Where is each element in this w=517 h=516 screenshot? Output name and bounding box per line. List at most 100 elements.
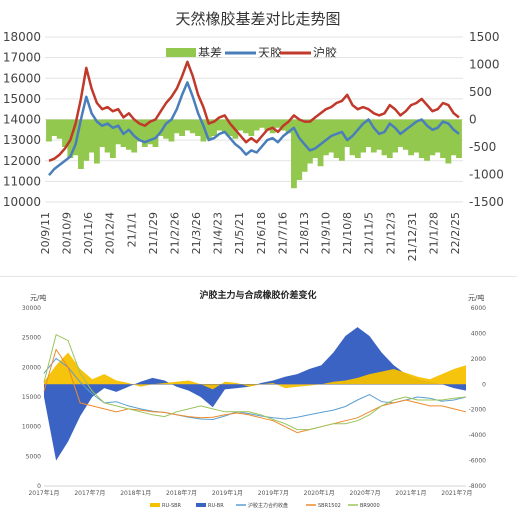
basis-bar [147, 119, 154, 145]
chart1-left-axis: 10000 11000 12000 13000 14000 15000 16000 17000… [3, 30, 41, 209]
chart1-svg: 天然橡胶基差对比走势图 基差 天胶 沪胶 1000011000120001300… [3, 10, 504, 261]
basis-bar [179, 119, 186, 136]
x-tick-label: 20/12/4 [104, 212, 117, 254]
x-tick-label: 20/10/9 [61, 212, 74, 254]
basis-bar [402, 119, 409, 150]
x-tick-label: 21/5/21 [233, 212, 246, 254]
basis-bar [184, 119, 191, 131]
basis-bar [360, 119, 367, 153]
x-tick-label: 2018年1月 [120, 489, 151, 497]
basis-bar [221, 119, 228, 134]
basis-bar [365, 119, 372, 147]
basis-bar [344, 119, 351, 147]
y-left-tick-label: 15000 [3, 92, 41, 106]
basis-bar [275, 119, 281, 128]
legend-swatch [150, 503, 160, 507]
basis-bar [370, 119, 377, 153]
legend-label: SBR1502 [318, 503, 341, 509]
basis-bar [109, 119, 116, 158]
basis-bar [62, 119, 68, 147]
y-left-tick-label: 12000 [3, 154, 41, 168]
x-tick-label: 21/12/31 [406, 212, 419, 261]
x-tick-label: 21/1/28 [427, 212, 440, 254]
chart1-x-axis: 20/9/11 20/10/9 20/11/6 20/12/4 21/1/1 21/1/2… [39, 212, 462, 261]
x-tick-label: 21/7/16 [276, 212, 289, 254]
y-left-tick-label: 20000 [22, 364, 41, 371]
basis-bar [195, 119, 201, 136]
basis-bar [243, 119, 249, 134]
br9000-line [43, 333, 467, 431]
y-left-tick-label: 11000 [3, 174, 41, 188]
y-left-tick-label: 10000 [3, 195, 41, 209]
y-right-tick-label: 1000 [469, 58, 500, 72]
basis-bar [78, 119, 84, 169]
y-right-tick-label: -2000 [469, 407, 487, 414]
basis-bar [189, 119, 196, 134]
basis-bar [125, 119, 132, 150]
spread-chart: 沪胶主力与合成橡胶价差变化 元/吨 元/吨 0 5000 10000 15000 200… [0, 284, 517, 512]
y-right-tick-label: -6000 [469, 458, 487, 465]
basis-bar [381, 119, 388, 156]
basis-bar [141, 119, 148, 147]
y-right-tick-label: 500 [469, 85, 492, 99]
x-tick-label: 21/6/18 [255, 212, 268, 254]
basis-bar [216, 119, 223, 131]
y-right-tick-label: 0 [482, 381, 486, 388]
x-tick-label: 2017年1月 [28, 489, 59, 497]
basis-bar [248, 119, 255, 136]
chart2-right-axis: -8000 -6000 -4000 -2000 0 2000 4000 6000 [469, 305, 487, 490]
y-right-tick-label: 2000 [471, 356, 486, 363]
y-right-tick-label: -8000 [469, 483, 487, 490]
x-tick-label: 2021年1月 [395, 489, 426, 497]
y-left-tick-label: 5000 [26, 453, 41, 460]
basis-bar [392, 119, 399, 153]
x-tick-label: 21/9/10 [320, 212, 333, 254]
chart-divider [0, 276, 517, 277]
basis-comparison-chart: 天然橡胶基差对比走势图 基差 天胶 沪胶 10000 11000 12000 1300… [2, 10, 504, 262]
basis-bar [307, 119, 313, 164]
basis-bar [94, 119, 100, 164]
chart1-right-axis: -1500 -1000 -500 0 500 1000 1500 [469, 30, 504, 209]
chart1-basis-area [46, 119, 462, 189]
y-right-tick-label: -1000 [469, 168, 504, 182]
basis-bar [259, 119, 265, 128]
chart2-right-unit: 元/吨 [468, 293, 484, 302]
basis-bar [408, 119, 414, 156]
basis-bar [434, 119, 441, 153]
legend-label-hujiao: 沪胶 [313, 45, 337, 60]
x-tick-label: 22/2/25 [449, 212, 462, 254]
basis-bar [205, 119, 212, 139]
y-left-tick-label: 18000 [3, 30, 41, 44]
y-right-tick-label: 6000 [471, 305, 486, 312]
chart2-left-axis: 0 5000 10000 15000 20000 25000 30000 [22, 305, 41, 490]
sbr1502-line [43, 348, 467, 434]
basis-bar [456, 119, 462, 158]
x-tick-label: 20/9/11 [39, 212, 52, 254]
legend-label: RU-SBR [162, 503, 182, 509]
basis-bar [173, 119, 180, 134]
x-tick-label: 21/8/13 [298, 212, 311, 254]
y-right-tick-label: 1500 [469, 30, 500, 44]
y-left-tick-label: 17000 [3, 51, 41, 65]
y-right-tick-label: 4000 [471, 330, 486, 337]
legend-swatch-basis [166, 48, 196, 57]
basis-bar [429, 119, 436, 156]
legend-label: 沪胶主力合约收盘 [248, 502, 288, 509]
basis-bar [200, 119, 207, 142]
basis-bar [269, 119, 276, 134]
basis-bar [322, 119, 329, 156]
basis-bar [168, 119, 175, 142]
x-tick-label: 2019年7月 [258, 489, 289, 497]
y-left-tick-label: 25000 [22, 335, 41, 342]
basis-bar [136, 119, 143, 142]
basis-bar [285, 119, 292, 134]
basis-bar [264, 119, 271, 131]
basis-bar [418, 119, 425, 158]
y-right-tick-label: -4000 [469, 432, 487, 439]
y-left-tick-label: 30000 [22, 305, 41, 312]
chart1-price-lines [48, 60, 460, 177]
x-tick-label: 21/12/3 [384, 212, 397, 254]
basis-bar [424, 119, 430, 161]
chart2-x-axis: 2017年1月 2017年7月 2018年1月 2018年7月 2019年1月 2019年… [28, 485, 472, 497]
basis-bar [413, 119, 420, 153]
